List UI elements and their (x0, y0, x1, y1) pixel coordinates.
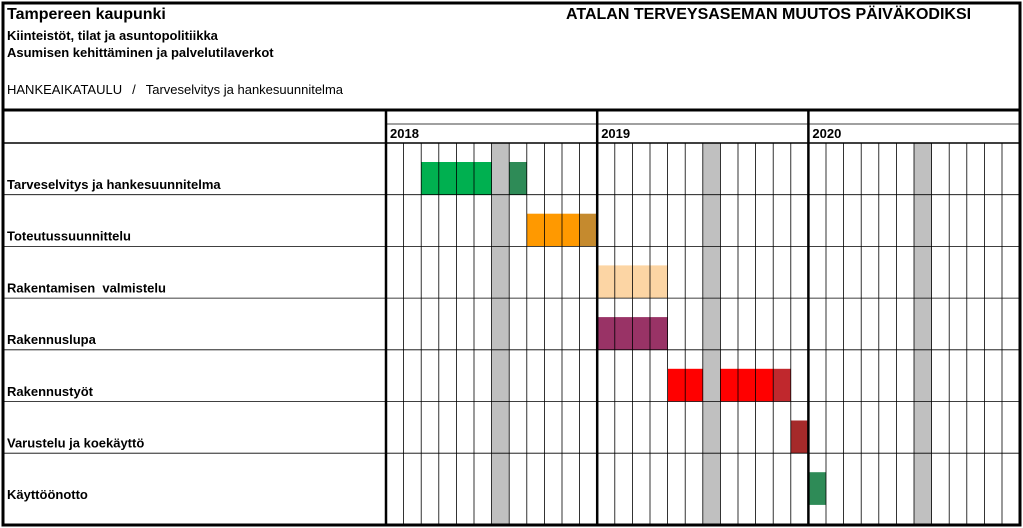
year-label: 2020 (812, 126, 841, 141)
highlight-column (914, 143, 932, 525)
breadcrumb: HANKEAIKATAULU / Tarveselvitys ja hankesuu… (7, 82, 343, 97)
year-label: 2019 (601, 126, 630, 141)
breadcrumb-phase: Tarveselvitys ja hankesuunnitelma (145, 82, 344, 97)
task-label: Rakennustyöt (7, 384, 94, 399)
task-bar (579, 213, 598, 247)
task-bar (790, 420, 809, 454)
task-label: Varustelu ja koekäyttö (7, 436, 144, 451)
highlight-column (702, 143, 721, 525)
task-label: Tarveselvitys ja hankesuunnitelma (7, 177, 221, 192)
task-bar (509, 162, 527, 195)
task-bar (773, 368, 791, 402)
department-line: Kiinteistöt, tilat ja asuntopolitiikka (7, 28, 218, 43)
task-label: Rakentamisen valmistelu (7, 280, 166, 295)
task-label: Käyttöönotto (7, 487, 88, 502)
year-label: 2018 (390, 126, 419, 141)
project-title: ATALAN TERVEYSASEMAN MUUTOS PÄIVÄKODIKSI (566, 6, 972, 23)
task-bar (526, 213, 580, 247)
task-label: Toteutussuunnittelu (7, 229, 131, 244)
breadcrumb-schedule: HANKEAIKATAULU (7, 82, 123, 97)
unit-line: Asumisen kehittäminen ja palvelutilaverk… (7, 45, 274, 60)
task-label: Rakennuslupa (7, 332, 97, 347)
task-bar (808, 472, 826, 505)
organization-name: Tampereen kaupunki (7, 6, 166, 23)
highlight-column (491, 143, 510, 525)
breadcrumb-separator: / (132, 82, 136, 97)
task-bar (720, 368, 774, 402)
